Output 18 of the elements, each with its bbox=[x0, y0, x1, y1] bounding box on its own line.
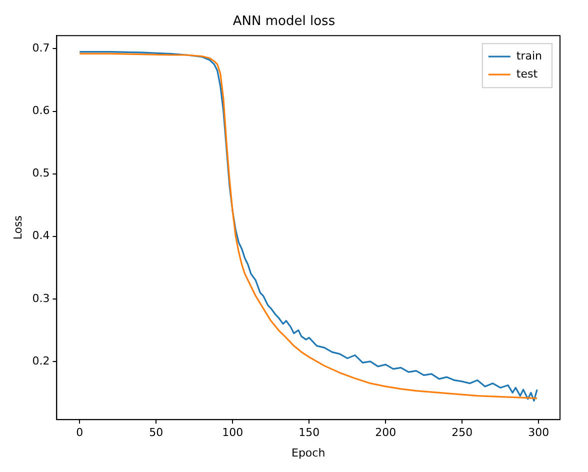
y-tick-label: 0.5 bbox=[32, 166, 50, 180]
x-tick-label: 0 bbox=[76, 426, 84, 440]
x-tick-label: 300 bbox=[528, 426, 550, 440]
x-tick-label: 150 bbox=[298, 426, 320, 440]
x-axis-title: Epoch bbox=[292, 446, 326, 460]
y-tick-label: 0.3 bbox=[32, 292, 50, 305]
x-tick-label: 50 bbox=[149, 426, 164, 440]
x-tick-label: 250 bbox=[452, 426, 473, 440]
y-tick-label: 0.4 bbox=[32, 229, 50, 242]
y-axis-title: Loss bbox=[11, 215, 24, 240]
legend-label: test bbox=[516, 67, 538, 80]
y-tick-label: 0.6 bbox=[32, 104, 50, 118]
y-tick-label: 0.2 bbox=[32, 354, 50, 368]
x-tick-label: 200 bbox=[375, 426, 396, 440]
x-tick-label: 100 bbox=[222, 426, 244, 440]
y-tick-label: 0.7 bbox=[32, 42, 50, 55]
legend-label: train bbox=[516, 49, 542, 62]
chart-title: ANN model loss bbox=[232, 14, 336, 30]
